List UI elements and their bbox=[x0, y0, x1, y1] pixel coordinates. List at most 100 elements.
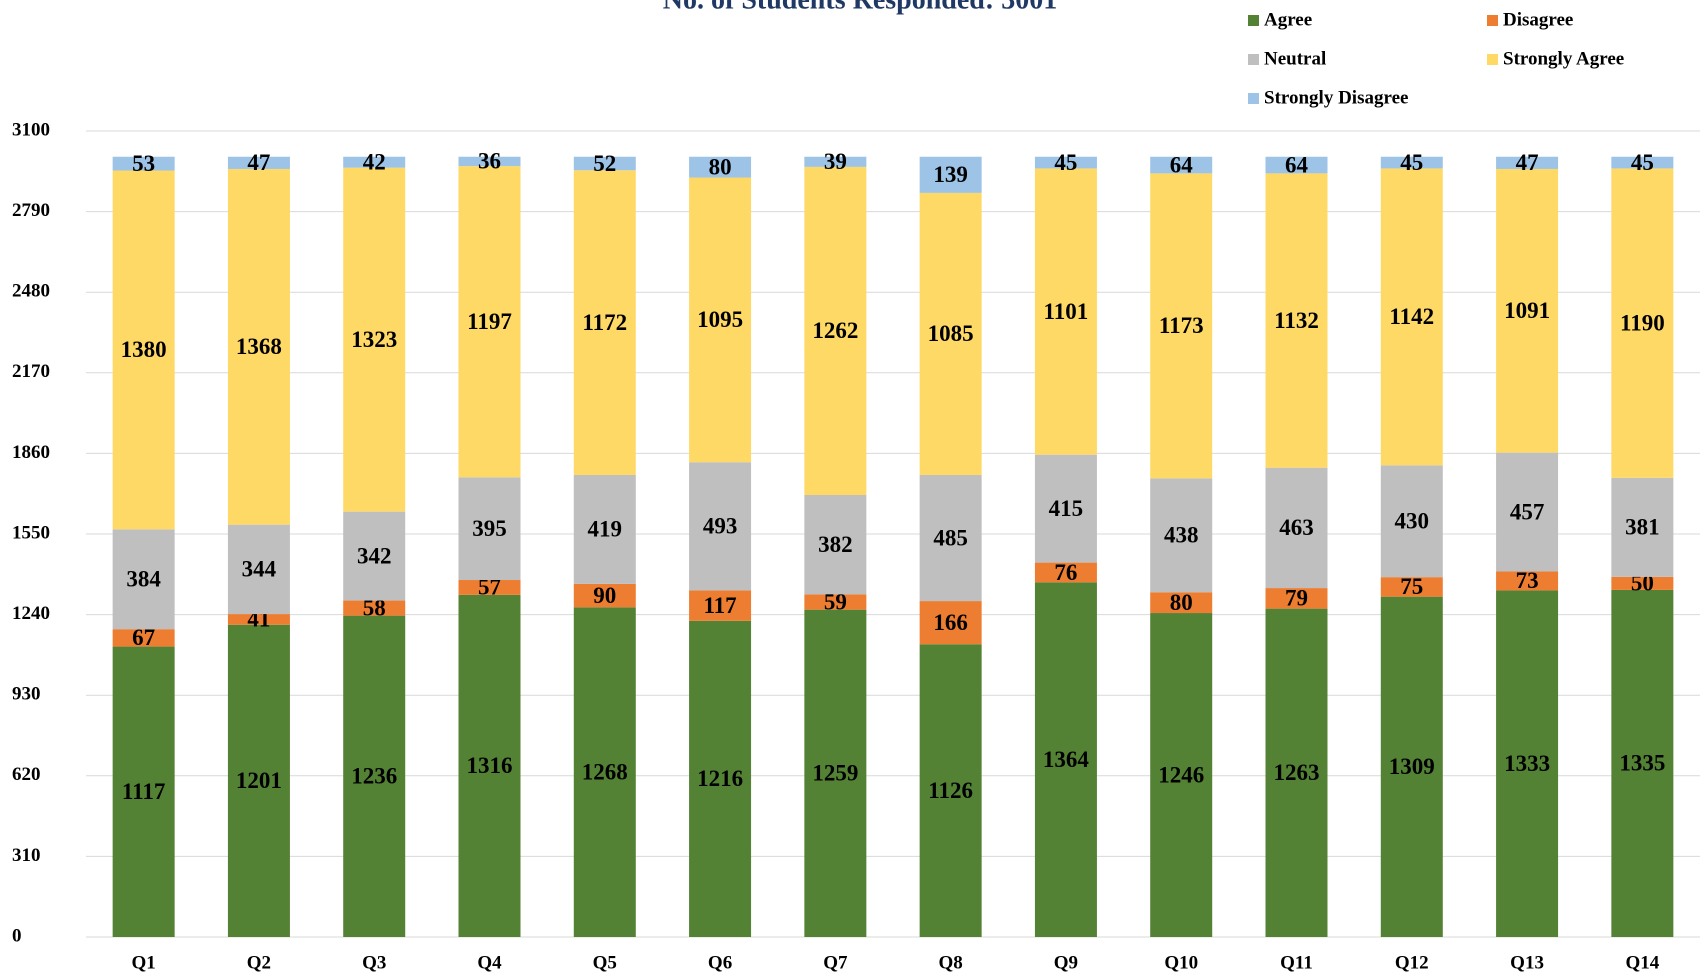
bar-segment bbox=[1380, 156, 1443, 169]
bar-segment bbox=[1265, 608, 1328, 937]
bar-segment bbox=[458, 594, 521, 937]
x-tick-label: Q9 bbox=[1054, 952, 1078, 973]
data-label: 1262 bbox=[812, 318, 858, 343]
bar-segment bbox=[112, 629, 175, 647]
data-label: 42 bbox=[363, 149, 386, 174]
data-label: 1190 bbox=[1620, 310, 1665, 335]
bar-segment bbox=[1611, 589, 1674, 937]
bar-segment bbox=[1496, 452, 1559, 572]
bar-segment bbox=[1034, 582, 1097, 937]
bar-segment bbox=[343, 600, 406, 616]
bar-segment bbox=[804, 609, 867, 937]
data-label: 1142 bbox=[1389, 304, 1434, 329]
data-label: 493 bbox=[703, 514, 738, 539]
data-label: 47 bbox=[247, 150, 270, 175]
bar-segment bbox=[227, 524, 290, 615]
data-label: 463 bbox=[1279, 515, 1314, 540]
x-tick-label: Q1 bbox=[132, 952, 156, 973]
bar-segment bbox=[689, 462, 752, 591]
y-tick-label: 1860 bbox=[12, 442, 50, 463]
bar-segment bbox=[112, 646, 175, 937]
data-label: 67 bbox=[132, 625, 155, 650]
data-label: 50 bbox=[1631, 571, 1654, 596]
data-label: 382 bbox=[818, 532, 853, 557]
data-label: 1259 bbox=[812, 761, 858, 786]
bar-segment bbox=[573, 170, 636, 475]
x-tick-label: Q2 bbox=[247, 952, 271, 973]
bar-segment bbox=[689, 177, 752, 463]
y-tick-label: 3100 bbox=[12, 119, 50, 140]
bar-segment bbox=[112, 170, 175, 530]
chart-title: No. of Students Responded: 3001 bbox=[663, 0, 1057, 15]
data-label: 485 bbox=[933, 525, 968, 550]
data-label: 1323 bbox=[351, 327, 397, 352]
data-label: 384 bbox=[126, 567, 161, 592]
bar-segment bbox=[227, 624, 290, 937]
data-label: 1085 bbox=[928, 321, 974, 346]
bar-segment bbox=[573, 156, 636, 171]
bar-segment bbox=[919, 156, 982, 193]
bar-segment bbox=[1380, 465, 1443, 578]
bar-segment bbox=[1496, 590, 1559, 937]
data-label: 80 bbox=[709, 154, 732, 179]
y-tick-label: 2480 bbox=[12, 281, 50, 302]
data-label: 1236 bbox=[351, 764, 397, 789]
x-tick-label: Q13 bbox=[1510, 952, 1544, 973]
bar-segment bbox=[1611, 156, 1674, 169]
data-label: 36 bbox=[478, 149, 501, 174]
bar-segment bbox=[1496, 571, 1559, 591]
data-label: 395 bbox=[472, 516, 507, 541]
y-tick-label: 620 bbox=[12, 764, 41, 785]
data-label: 438 bbox=[1164, 523, 1199, 548]
legend-swatch bbox=[1487, 54, 1498, 65]
bar-segment bbox=[804, 495, 867, 595]
data-label: 58 bbox=[363, 595, 386, 620]
bar-segment bbox=[1150, 592, 1213, 614]
data-label: 73 bbox=[1516, 568, 1539, 593]
bar-segment bbox=[1034, 156, 1097, 169]
bar-segment bbox=[573, 607, 636, 937]
x-tick-label: Q11 bbox=[1280, 952, 1313, 973]
data-label: 79 bbox=[1285, 586, 1308, 611]
data-label: 90 bbox=[593, 583, 616, 608]
data-label: 342 bbox=[357, 543, 392, 568]
data-label: 1333 bbox=[1504, 751, 1550, 776]
data-label: 344 bbox=[242, 557, 277, 582]
x-tick-label: Q8 bbox=[939, 952, 963, 973]
bar-segment bbox=[227, 168, 290, 525]
bar-segment bbox=[1496, 168, 1559, 453]
bar-segment bbox=[1034, 168, 1097, 455]
bar-segment bbox=[1380, 168, 1443, 466]
y-tick-label: 1240 bbox=[12, 603, 50, 624]
bar-segment bbox=[1611, 168, 1674, 478]
data-label: 415 bbox=[1049, 496, 1084, 521]
bar-segment bbox=[1265, 588, 1328, 609]
y-tick-label: 2790 bbox=[12, 200, 50, 221]
data-label: 1316 bbox=[467, 753, 513, 778]
bar-segment bbox=[458, 166, 521, 478]
legend-swatch bbox=[1248, 93, 1259, 104]
y-tick-label: 310 bbox=[12, 845, 41, 866]
bar-segment bbox=[1611, 477, 1674, 577]
bar-segment bbox=[343, 511, 406, 601]
data-label: 1172 bbox=[582, 310, 627, 335]
legend-swatch bbox=[1487, 15, 1498, 26]
bar-segment bbox=[1496, 156, 1559, 169]
x-tick-label: Q3 bbox=[362, 952, 386, 973]
data-label: 1126 bbox=[928, 778, 973, 803]
data-label: 52 bbox=[593, 151, 616, 176]
bar-segment bbox=[573, 474, 636, 584]
data-label: 1201 bbox=[236, 768, 282, 793]
y-tick-label: 2170 bbox=[12, 361, 50, 382]
legend-label: Disagree bbox=[1503, 9, 1573, 30]
legend-swatch bbox=[1248, 15, 1259, 26]
bar-segment bbox=[919, 601, 982, 645]
x-tick-label: Q4 bbox=[477, 952, 502, 973]
bar-segment bbox=[458, 477, 521, 581]
data-label: 1132 bbox=[1274, 308, 1319, 333]
data-label: 47 bbox=[1516, 150, 1539, 175]
legend-label: Strongly Disagree bbox=[1264, 87, 1408, 108]
x-tick-label: Q6 bbox=[708, 952, 732, 973]
data-label: 80 bbox=[1170, 590, 1193, 615]
